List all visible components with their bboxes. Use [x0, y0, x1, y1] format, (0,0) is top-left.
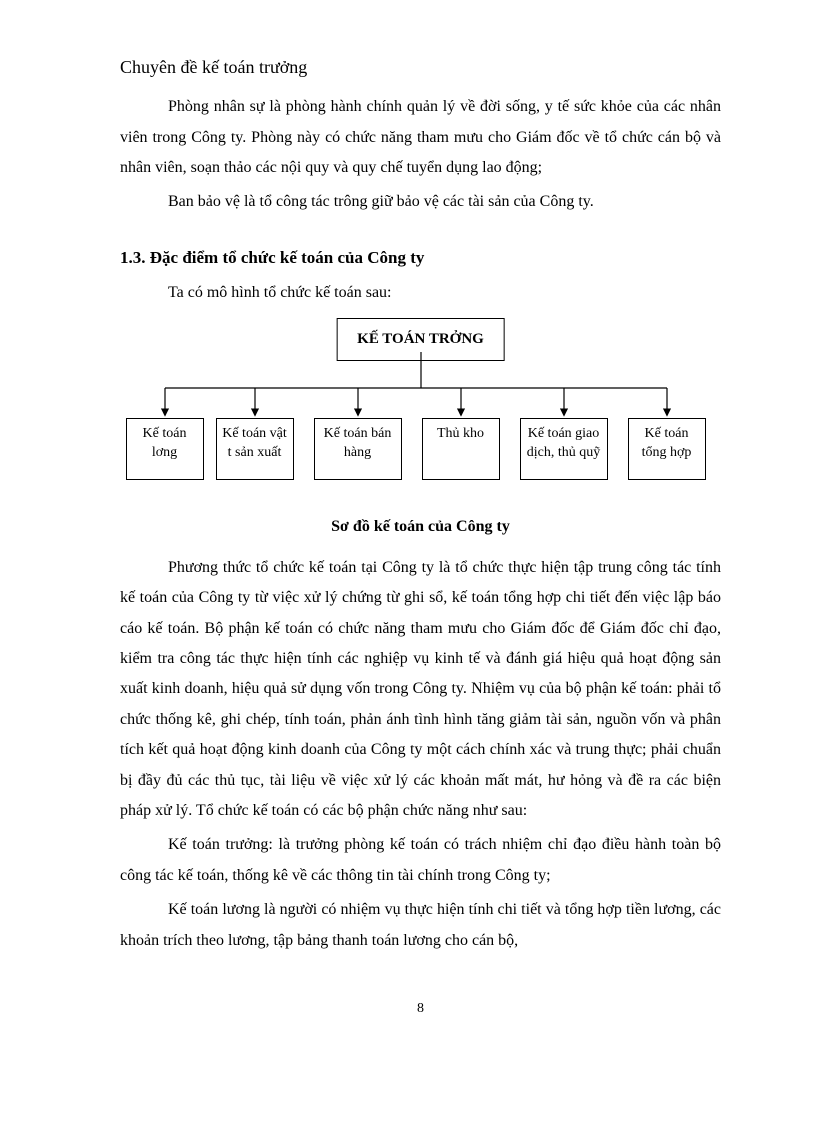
paragraph: Ta có mô hình tổ chức kế toán sau: [120, 278, 721, 308]
chart-leaf-node: Thủ kho [422, 418, 500, 480]
chart-leaf-node: Kế toán tổng hợp [628, 418, 706, 480]
paragraph: Ban bảo vệ là tổ công tác trông giữ bảo … [120, 187, 721, 217]
page-header: Chuyên đề kế toán trưởng [120, 50, 721, 84]
paragraph: Phòng nhân sự là phòng hành chính quản l… [120, 92, 721, 183]
paragraph: Kế toán trưởng: là trưởng phòng kế toán … [120, 830, 721, 891]
paragraph: Phương thức tổ chức kế toán tại Công ty … [120, 553, 721, 827]
org-chart: KẾ TOÁN TRỞNGKế toán lơngKế toán vật t s… [126, 318, 716, 518]
chart-leaf-node: Kế toán giao dịch, thủ quỹ [520, 418, 608, 480]
chart-leaf-node: Kế toán bán hàng [314, 418, 402, 480]
page-number: 8 [120, 996, 721, 1023]
paragraph: Kế toán lương là người có nhiệm vụ thực … [120, 895, 721, 956]
section-heading: 1.3. Đặc điểm tổ chức kế toán của Công t… [120, 242, 721, 274]
chart-leaf-node: Kế toán lơng [126, 418, 204, 480]
chart-leaf-node: Kế toán vật t sản xuất [216, 418, 294, 480]
